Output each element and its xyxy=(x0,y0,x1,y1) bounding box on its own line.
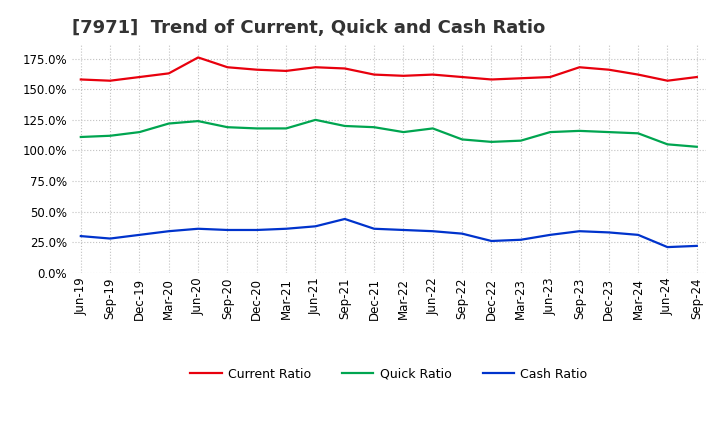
Current Ratio xyxy=(106,78,114,83)
Quick Ratio xyxy=(693,144,701,150)
Cash Ratio xyxy=(605,230,613,235)
Line: Current Ratio: Current Ratio xyxy=(81,58,697,81)
Cash Ratio xyxy=(135,232,144,238)
Current Ratio xyxy=(458,74,467,80)
Current Ratio xyxy=(76,77,85,82)
Current Ratio xyxy=(516,76,525,81)
Current Ratio xyxy=(428,72,437,77)
Quick Ratio xyxy=(605,129,613,135)
Cash Ratio xyxy=(282,226,290,231)
Cash Ratio xyxy=(693,243,701,249)
Current Ratio xyxy=(575,65,584,70)
Quick Ratio xyxy=(370,125,379,130)
Current Ratio xyxy=(194,55,202,60)
Cash Ratio xyxy=(399,227,408,233)
Quick Ratio xyxy=(106,133,114,139)
Quick Ratio xyxy=(311,117,320,122)
Current Ratio xyxy=(164,71,173,76)
Line: Quick Ratio: Quick Ratio xyxy=(81,120,697,147)
Quick Ratio xyxy=(194,118,202,124)
Current Ratio xyxy=(370,72,379,77)
Cash Ratio xyxy=(575,228,584,234)
Cash Ratio xyxy=(76,234,85,239)
Cash Ratio xyxy=(370,226,379,231)
Quick Ratio xyxy=(135,129,144,135)
Quick Ratio xyxy=(253,126,261,131)
Quick Ratio xyxy=(458,137,467,142)
Legend: Current Ratio, Quick Ratio, Cash Ratio: Current Ratio, Quick Ratio, Cash Ratio xyxy=(185,363,593,385)
Quick Ratio xyxy=(399,129,408,135)
Cash Ratio xyxy=(223,227,232,233)
Cash Ratio xyxy=(341,216,349,222)
Current Ratio xyxy=(223,65,232,70)
Quick Ratio xyxy=(223,125,232,130)
Quick Ratio xyxy=(575,128,584,133)
Current Ratio xyxy=(399,73,408,78)
Cash Ratio xyxy=(253,227,261,233)
Cash Ratio xyxy=(663,245,672,250)
Current Ratio xyxy=(663,78,672,83)
Current Ratio xyxy=(311,65,320,70)
Current Ratio xyxy=(546,74,554,80)
Quick Ratio xyxy=(282,126,290,131)
Current Ratio xyxy=(487,77,496,82)
Quick Ratio xyxy=(634,131,642,136)
Cash Ratio xyxy=(164,228,173,234)
Current Ratio xyxy=(282,68,290,73)
Current Ratio xyxy=(135,74,144,80)
Current Ratio xyxy=(605,67,613,72)
Current Ratio xyxy=(693,74,701,80)
Current Ratio xyxy=(253,67,261,72)
Quick Ratio xyxy=(428,126,437,131)
Quick Ratio xyxy=(164,121,173,126)
Cash Ratio xyxy=(458,231,467,236)
Cash Ratio xyxy=(106,236,114,241)
Cash Ratio xyxy=(311,224,320,229)
Current Ratio xyxy=(341,66,349,71)
Line: Cash Ratio: Cash Ratio xyxy=(81,219,697,247)
Quick Ratio xyxy=(341,123,349,128)
Quick Ratio xyxy=(516,138,525,143)
Quick Ratio xyxy=(546,129,554,135)
Cash Ratio xyxy=(194,226,202,231)
Quick Ratio xyxy=(487,139,496,144)
Current Ratio xyxy=(634,72,642,77)
Quick Ratio xyxy=(76,134,85,139)
Cash Ratio xyxy=(487,238,496,244)
Cash Ratio xyxy=(634,232,642,238)
Text: [7971]  Trend of Current, Quick and Cash Ratio: [7971] Trend of Current, Quick and Cash … xyxy=(72,19,545,37)
Cash Ratio xyxy=(428,228,437,234)
Quick Ratio xyxy=(663,142,672,147)
Cash Ratio xyxy=(546,232,554,238)
Cash Ratio xyxy=(516,237,525,242)
